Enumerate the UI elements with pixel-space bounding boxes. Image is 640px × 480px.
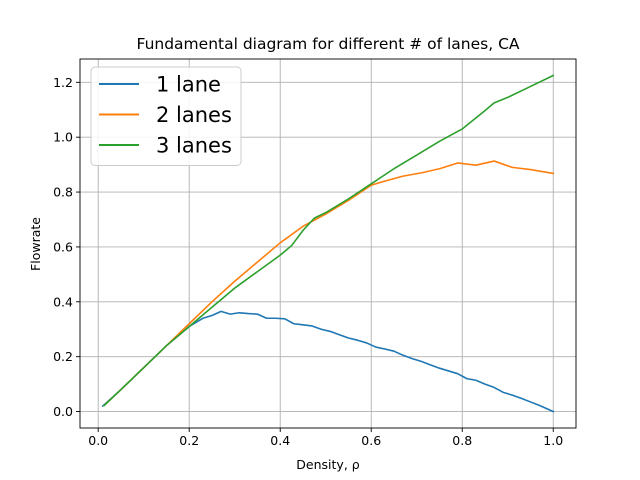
x-tick-label: 0.6 <box>361 433 381 448</box>
series-line-1 <box>101 310 555 413</box>
legend-label-1: 1 lane <box>156 73 221 97</box>
x-tick-label: 0.8 <box>452 433 472 448</box>
series-line-3 <box>102 74 555 407</box>
x-axis-label: Density, ρ <box>296 457 359 472</box>
chart-title: Fundamental diagram for different # of l… <box>137 35 520 53</box>
y-tick-label: 0.8 <box>53 185 73 200</box>
x-tick-label: 1.0 <box>543 433 563 448</box>
x-tick-label: 0.2 <box>179 433 199 448</box>
legend: 1 lane 2 lanes 3 lanes <box>90 66 242 166</box>
legend-box <box>90 66 242 166</box>
y-tick-label: 1.0 <box>53 130 73 145</box>
x-tick-label: 0.0 <box>88 433 108 448</box>
y-tick-label: 0.2 <box>53 349 73 364</box>
series-lines <box>101 74 555 413</box>
x-tick-label: 0.4 <box>270 433 290 448</box>
plot-frame <box>79 58 577 429</box>
legend-label-3: 3 lanes <box>156 134 232 158</box>
y-tick-label: 0.4 <box>53 294 73 309</box>
series-line-2 <box>103 160 555 406</box>
y-tick-label: 1.2 <box>53 75 73 90</box>
y-tick-label: 0.0 <box>53 404 73 419</box>
axis-ticks: 0.0 0.2 0.4 0.6 0.8 1.0 0.0 0.2 0.4 0.6 0.8 1.0 1.2 <box>53 75 563 448</box>
legend-label-2: 2 lanes <box>156 103 232 127</box>
y-tick-label: 0.6 <box>53 239 73 254</box>
y-axis-label: Flowrate <box>28 217 43 271</box>
